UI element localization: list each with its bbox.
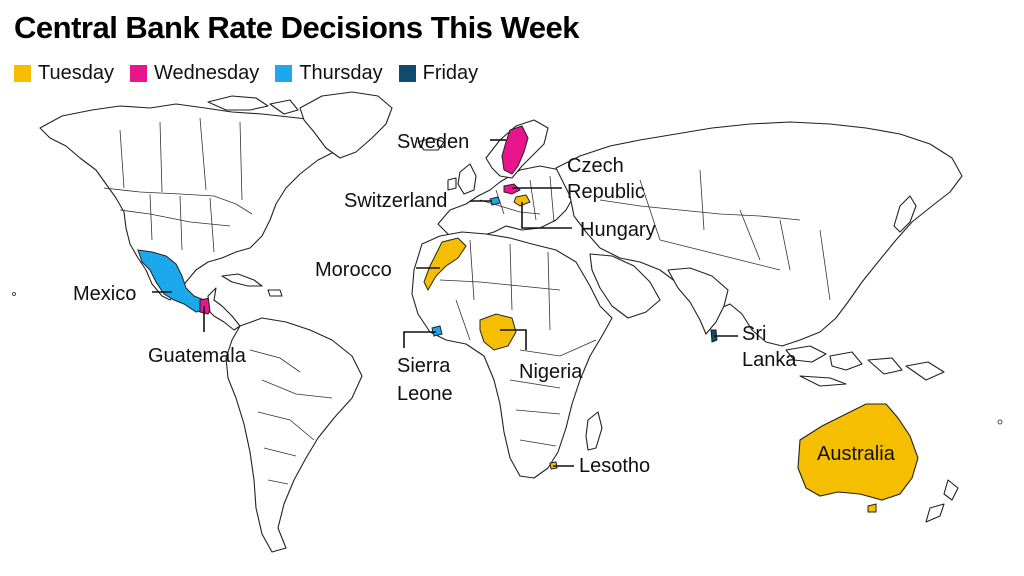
label-sierra-line1: Sierra [397, 355, 451, 377]
us-canada-border [103, 187, 253, 215]
arctic-islands [207, 95, 299, 115]
legend-label-wednesday: Wednesday [153, 62, 260, 84]
label-switzerland: Switzerland [344, 190, 447, 212]
chart-title: Central Bank Rate Decisions This Week [14, 10, 579, 45]
south-america-borders [249, 349, 333, 485]
label-sweden: Sweden [397, 131, 469, 153]
leader-nigeria [500, 329, 527, 350]
label-czech-line2: Republic [567, 181, 645, 203]
asia-landmass [555, 121, 963, 347]
asia-borders [599, 169, 831, 301]
madagascar [585, 411, 603, 451]
label-guatemala: Guatemala [148, 345, 247, 367]
africa-borders [439, 239, 597, 447]
label-hungary: Hungary [580, 219, 656, 241]
us-states-lines [119, 193, 231, 253]
leader-sierra-leone [403, 331, 436, 348]
greenland-landmass [299, 91, 393, 159]
japan [893, 195, 917, 233]
arabian-peninsula [589, 253, 661, 319]
southeast-asia-islands [785, 345, 945, 387]
legend-item-tuesday: Tuesday [14, 62, 114, 85]
north-america-landmass [39, 103, 347, 301]
hungary-region [513, 194, 531, 207]
label-sierra-line2: Leone [397, 383, 453, 405]
leader-hungary [521, 202, 572, 229]
pacific-island-dot [997, 419, 1003, 425]
label-mexico: Mexico [73, 283, 136, 305]
morocco-region [423, 237, 467, 292]
label-czech-line1: Czech [567, 155, 624, 177]
legend-label-tuesday: Tuesday [38, 62, 114, 84]
south-america-landmass [225, 317, 363, 553]
label-sri-line1: Sri [742, 323, 766, 345]
legend-swatch-thursday [275, 65, 293, 82]
legend-item-wednesday: Wednesday [129, 62, 260, 85]
indian-subcontinent [667, 267, 729, 335]
australia-region [797, 403, 919, 501]
label-australia: Australia [817, 443, 896, 465]
canada-provinces [119, 117, 243, 201]
europe-borders [479, 175, 555, 223]
iceland [417, 137, 445, 151]
label-lesotho: Lesotho [579, 455, 650, 477]
sierra-leone-region [431, 325, 443, 337]
tasmania-region [867, 503, 877, 513]
legend-item-thursday: Thursday [275, 62, 383, 85]
british-isles [447, 163, 477, 195]
legend: Tuesday Wednesday Thursday Friday [14, 62, 494, 85]
central-america-landmass [207, 287, 241, 331]
label-nigeria: Nigeria [519, 361, 583, 383]
legend-item-friday: Friday [398, 62, 479, 85]
atlantic-island-dot [12, 292, 16, 296]
new-zealand [925, 479, 959, 523]
label-morocco: Morocco [315, 259, 392, 281]
legend-swatch-wednesday [129, 65, 147, 82]
legend-label-thursday: Thursday [299, 62, 383, 84]
legend-swatch-tuesday [14, 65, 31, 82]
nigeria-region [479, 313, 517, 351]
sweden-region [501, 125, 529, 175]
legend-swatch-friday [398, 65, 416, 82]
caribbean-islands [221, 273, 283, 297]
legend-label-friday: Friday [422, 62, 479, 84]
label-sri-line2: Lanka [742, 349, 797, 371]
africa-landmass [411, 231, 613, 479]
czech-republic-region [503, 183, 521, 195]
